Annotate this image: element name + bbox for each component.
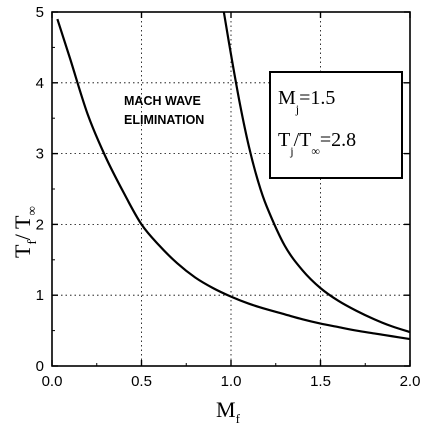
legend-box bbox=[269, 71, 403, 179]
x-tick-label: 0.0 bbox=[42, 373, 63, 390]
y-tick-label: 5 bbox=[36, 4, 44, 21]
series-line-1 bbox=[56, 18, 411, 341]
y-tick-label: 2 bbox=[36, 216, 44, 233]
x-tick-label: 0.5 bbox=[131, 373, 152, 390]
y-tick-label: 3 bbox=[36, 146, 44, 163]
ticks: 0.0 0.5 1.0 1.5 2.0 0 1 2 3 4 5 bbox=[36, 4, 421, 390]
annotation-line-1: MACH WAVE bbox=[124, 94, 201, 108]
y-axis-title: Tf/ T∞ bbox=[10, 206, 39, 258]
x-tick-label: 2.0 bbox=[400, 373, 421, 390]
grid bbox=[52, 12, 410, 366]
y-tick-label: 4 bbox=[36, 75, 44, 92]
x-axis-title: Mf bbox=[216, 397, 241, 426]
series-line-2 bbox=[222, 11, 411, 334]
x-tick-label: 1.0 bbox=[221, 373, 242, 390]
x-tick-label: 1.5 bbox=[310, 373, 331, 390]
annotation-line-2: ELIMINATION bbox=[124, 113, 204, 127]
legend-line-mj: Mj=1.5 bbox=[278, 87, 335, 116]
y-tick-label: 0 bbox=[36, 358, 44, 375]
series-layer bbox=[56, 11, 411, 341]
legend-line-tj: Tj/T∞=2.8 bbox=[278, 129, 356, 158]
y-tick-label: 1 bbox=[36, 287, 44, 304]
